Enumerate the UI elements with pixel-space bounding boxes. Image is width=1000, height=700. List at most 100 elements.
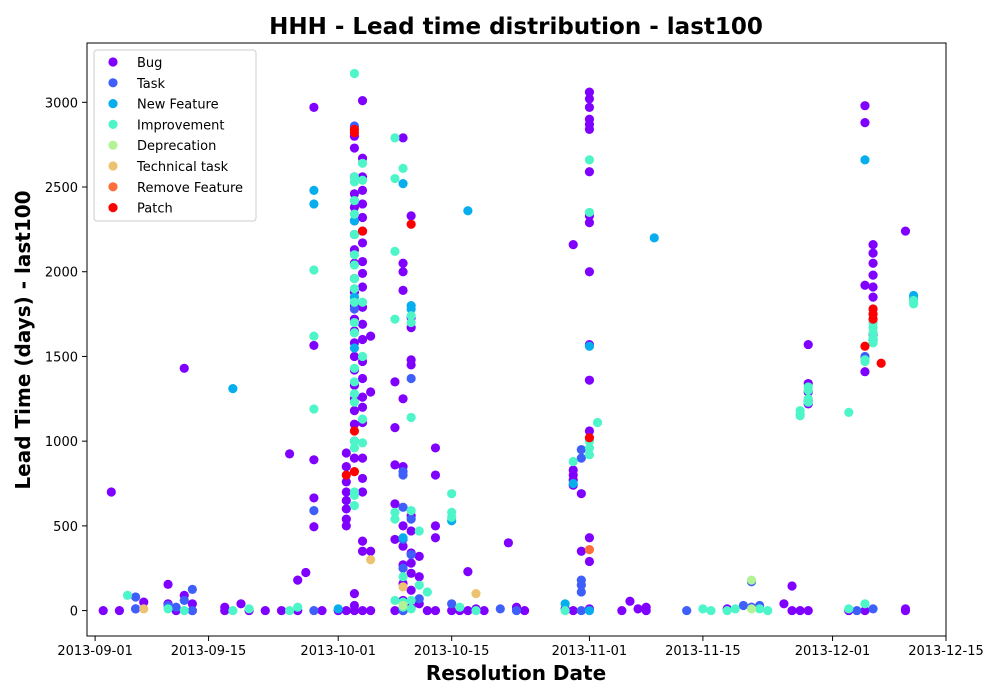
bug-point [349,589,360,599]
improvement-point [349,68,360,79]
improvement-point [390,514,400,524]
task-point [131,604,141,614]
task-point [131,592,141,602]
task-point [414,594,424,604]
bug-point [357,212,368,223]
bug-point [357,199,368,209]
improvement-point [349,177,360,187]
bug-point [406,558,416,568]
y-tick-label: 0 [70,605,78,620]
improvement-point [398,163,408,173]
bug-point [398,521,408,531]
x-tick-label: 2013-09-15 [171,644,247,659]
task-point [576,605,586,616]
bug-point [390,460,400,470]
bug-point [357,96,368,106]
task-point [187,605,197,616]
new-feature-point [584,605,595,616]
bug-point [357,334,368,345]
bug-point [398,258,408,268]
task-point [868,604,878,614]
bug-point [366,605,376,616]
improvement-point [447,489,457,499]
bug-point [301,567,311,578]
bug-point [357,373,368,384]
bug-point [900,604,911,614]
bug-point [868,240,878,250]
improvement-point [349,436,360,446]
technical-task-point [471,589,481,599]
improvement-point [349,389,360,399]
task-point [495,604,505,614]
bug-point [341,605,351,616]
bug-point [398,541,408,551]
bug-point [406,585,416,595]
chart-title: HHH - Lead time distribution - last100 [269,14,763,40]
improvement-point [122,590,133,600]
bug-point [406,568,416,578]
legend-label-new-feature: New Feature [137,98,219,113]
bug-point [860,605,870,616]
bug-point [584,267,595,277]
bug-point [357,453,368,463]
improvement-point [406,412,416,423]
bug-point [357,546,368,556]
bug-point [868,270,878,280]
bug-point [463,567,473,577]
x-tick-label: 2013-09-01 [57,644,133,659]
y-tick-label: 3000 [45,96,78,111]
bug-point [576,489,586,499]
bug-point [341,495,351,506]
bug-point [430,533,441,543]
technical-task-point [139,604,149,614]
bug-point [584,102,595,112]
bug-point [390,534,400,545]
bug-point [868,292,878,302]
x-tick-label: 2013-10-15 [414,644,490,659]
bug-point [390,377,400,387]
improvement-point [844,604,854,614]
new-feature-point [649,233,659,243]
bug-point [795,605,805,616]
bug-point [341,477,351,487]
bug-point [357,402,368,412]
bug-point [406,211,416,221]
new-feature-point [398,179,408,189]
improvement-point [349,209,360,219]
improvement-point [592,417,603,428]
x-tick-label: 2013-11-01 [552,644,628,659]
improvement-point [568,456,578,467]
legend-label-improvement: Improvement [137,118,224,133]
new-feature-point [584,341,595,351]
bug-point [617,605,627,616]
improvement-point [455,602,465,612]
new-feature-point [309,185,319,196]
improvement-point [447,512,457,523]
task-point [511,605,522,616]
new-feature-point [228,384,238,394]
patch-point [349,467,360,477]
improvement-point [584,450,595,460]
x-axis-label: Resolution Date [426,661,606,685]
improvement-point [406,595,416,606]
task-point [398,502,408,512]
improvement-point [390,173,400,184]
legend-marker-bug [108,57,118,67]
bug-point [276,605,287,616]
bug-point [349,351,360,362]
improvement-point [179,605,189,616]
new-feature-point [349,216,360,226]
improvement-point [584,207,595,218]
improvement-point [584,443,595,453]
bug-point [220,605,230,616]
new-feature-point [333,604,343,614]
x-tick-label: 2013-10-01 [300,644,376,659]
improvement-point [406,311,416,321]
technical-task-point [398,582,408,592]
task-point [406,550,416,560]
y-tick-label: 1500 [45,350,78,365]
bug-point [163,579,173,589]
bug-point [868,258,878,268]
bug-point [422,605,432,616]
improvement-point [349,377,360,387]
